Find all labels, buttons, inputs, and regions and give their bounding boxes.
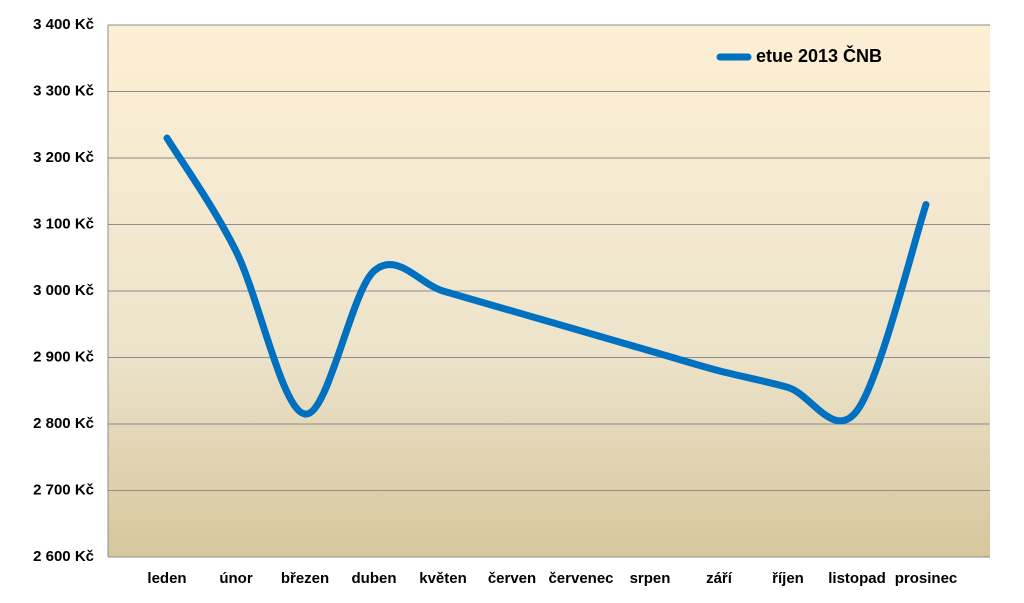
x-tick-label: duben [352,570,397,587]
x-tick-label: květen [419,570,467,587]
y-tick-label: 2 900 Kč [33,348,94,365]
x-tick-label: červen [488,570,536,587]
x-tick-label: leden [147,570,186,587]
y-tick-label: 3 200 Kč [33,149,94,166]
x-tick-label: únor [219,570,252,587]
y-tick-label: 3 100 Kč [33,215,94,232]
y-tick-label: 3 000 Kč [33,282,94,299]
x-tick-label: srpen [630,570,671,587]
y-tick-label: 3 300 Kč [33,82,94,99]
x-tick-label: říjen [772,570,804,587]
x-tick-label: prosinec [895,570,958,587]
y-tick-label: 2 600 Kč [33,548,94,565]
x-tick-label: září [706,570,733,587]
legend-label: etue 2013 ČNB [756,45,882,66]
y-tick-label: 2 800 Kč [33,415,94,432]
x-tick-label: listopad [828,570,886,587]
x-tick-label: červenec [548,570,613,587]
line [163,134,930,425]
y-tick-label: 3 400 Kč [33,16,94,33]
x-tick-label: březen [281,570,329,587]
y-tick-label: 2 700 Kč [33,481,94,498]
